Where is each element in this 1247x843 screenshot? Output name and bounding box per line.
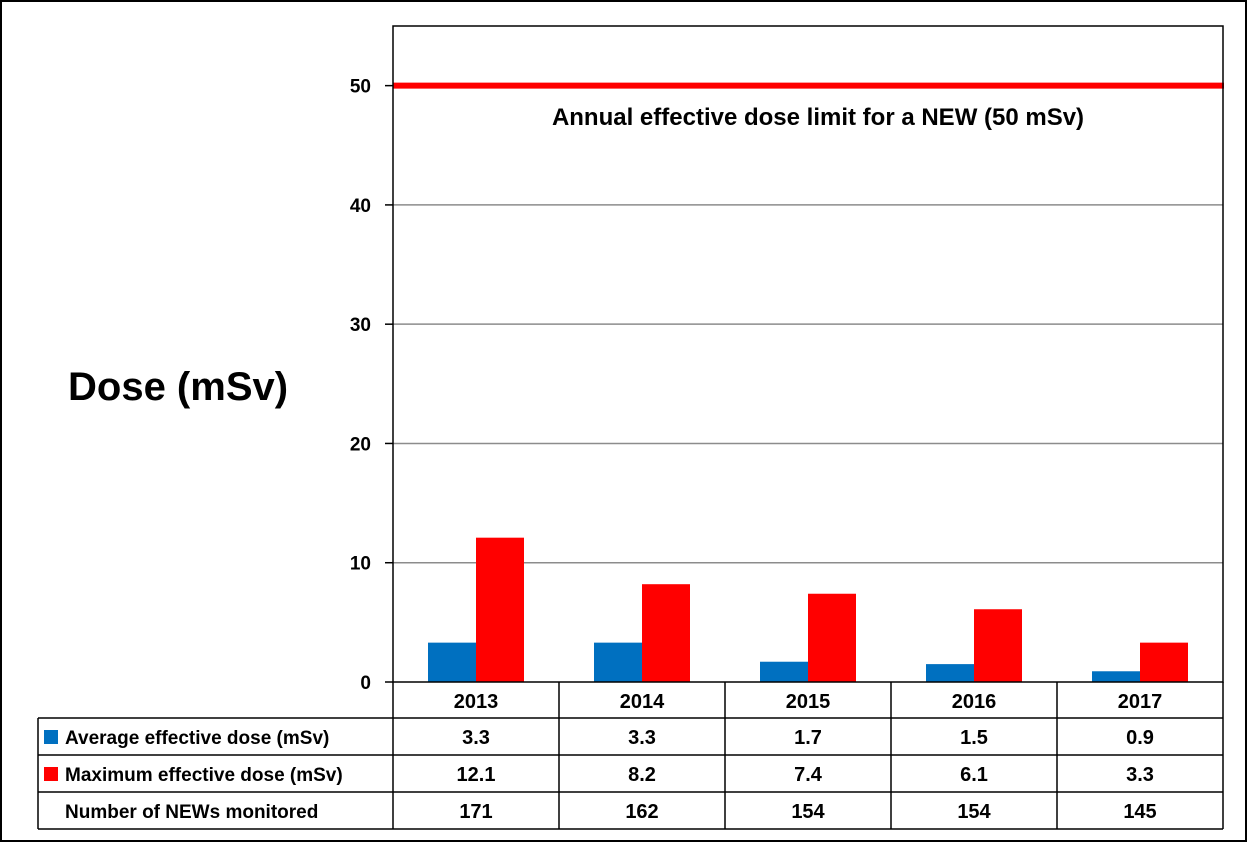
table-cell: 162: [625, 801, 658, 823]
table-cell: 3.3: [1126, 764, 1154, 786]
table-row-label: Average effective dose (mSv): [65, 728, 329, 749]
table-cell: 7.4: [794, 764, 823, 786]
reference-line-group: Annual effective dose limit for a NEW (5…: [393, 82, 1224, 131]
x-tick-label: 2015: [786, 691, 831, 713]
y-tick-label: 30: [350, 315, 371, 336]
bar-average-2017: [1092, 671, 1140, 682]
reference-line-label: Annual effective dose limit for a NEW (5…: [552, 104, 1084, 131]
bar-average-2013: [428, 642, 476, 682]
x-tick-label: 2017: [1118, 691, 1163, 713]
bars: [428, 537, 1188, 682]
y-tick-label: 20: [350, 434, 371, 455]
table-cell: 3.3: [462, 727, 490, 749]
bar-average-2014: [594, 642, 642, 682]
x-tick-label: 2014: [620, 691, 665, 713]
table-cell: 171: [459, 801, 492, 823]
data-table: 2013 2014 2015 2016 2017 Average effective do…: [37, 682, 1224, 830]
table-cell: 1.5: [960, 727, 988, 749]
table-cell: 6.1: [960, 764, 988, 786]
bar-average-2016: [926, 664, 974, 682]
y-axis-label: Dose (mSv): [68, 365, 288, 409]
plot-area-border: [392, 25, 1224, 683]
legend-swatch: [44, 767, 58, 781]
bar-average-2015: [760, 661, 808, 682]
y-tick-label: 10: [350, 554, 371, 575]
bar-maximum-2014: [642, 584, 690, 682]
x-tick-label: 2016: [952, 691, 997, 713]
bar-maximum-2016: [974, 609, 1022, 682]
table-row-label: Maximum effective dose (mSv): [65, 765, 343, 786]
y-tick-label: 0: [360, 673, 371, 694]
y-tick-label: 40: [350, 196, 371, 217]
y-tick-label: 50: [350, 77, 371, 98]
y-axis-ticks: 0 10 20 30 40 50: [350, 77, 393, 694]
table-cell: 12.1: [457, 764, 496, 786]
table-row-label: Number of NEWs monitored: [65, 802, 318, 823]
table-cell: 3.3: [628, 727, 656, 749]
bar-maximum-2017: [1140, 642, 1188, 682]
table-cell: 1.7: [794, 727, 822, 749]
x-tick-label: 2013: [454, 691, 499, 713]
bar-maximum-2015: [808, 593, 856, 682]
table-cell: 8.2: [628, 764, 656, 786]
table-cell: 145: [1123, 801, 1156, 823]
bar-maximum-2013: [476, 537, 524, 682]
table-cell: 154: [791, 801, 825, 823]
table-cell: 154: [957, 801, 991, 823]
table-cell: 0.9: [1126, 727, 1154, 749]
legend-swatch: [44, 730, 58, 744]
